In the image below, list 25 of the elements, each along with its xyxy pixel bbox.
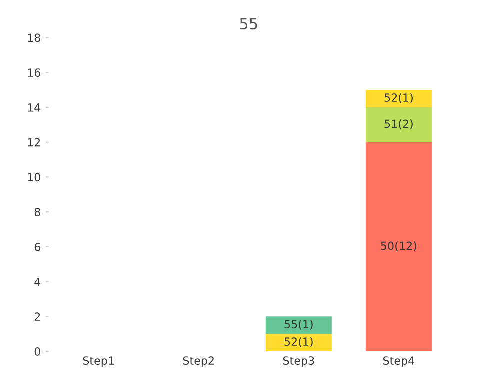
bar [266, 334, 332, 352]
y-tick-label: 12 [28, 138, 40, 147]
bar [366, 142, 432, 352]
data-label: 52(1) [384, 93, 413, 104]
y-tick-label: 0 [34, 348, 40, 356]
y-tick-label: 14 [28, 104, 41, 112]
y-tick-label: 8 [34, 208, 40, 216]
chart-title: 55 [240, 18, 258, 30]
y-tick-label: 10 [28, 173, 40, 182]
data-label: 52(1) [284, 337, 313, 348]
y-tick-label: 6 [34, 242, 40, 252]
y-tick-label: 16 [28, 68, 40, 78]
bar [366, 108, 432, 142]
data-label: 51(2) [384, 120, 413, 130]
x-tick-label: Step2 [183, 356, 214, 368]
x-tick-label: Step1 [83, 356, 114, 368]
y-tick-label: 2 [34, 312, 40, 321]
y-tick-label: 4 [34, 278, 41, 286]
x-tick-label: Step4 [383, 356, 414, 368]
data-label: 55(1) [284, 320, 313, 330]
data-label: 50(12) [381, 242, 416, 252]
bar [266, 316, 332, 334]
bar [366, 90, 432, 108]
x-tick-label: Step3 [283, 356, 314, 368]
y-tick-label: 18 [28, 34, 40, 42]
